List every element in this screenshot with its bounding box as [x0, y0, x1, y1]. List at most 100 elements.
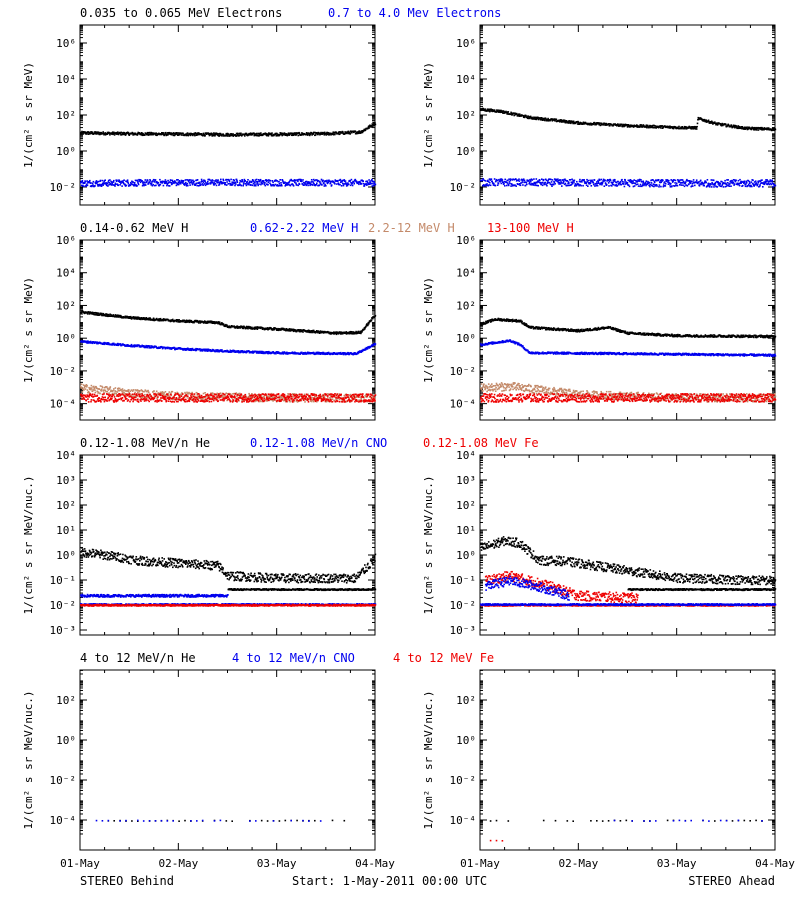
data-point	[735, 180, 737, 182]
data-point	[366, 184, 368, 186]
data-point	[194, 135, 196, 137]
data-point	[230, 135, 232, 137]
data-point	[176, 132, 178, 134]
data-point	[160, 184, 162, 186]
data-point	[662, 180, 664, 182]
data-point	[485, 180, 487, 182]
data-point	[602, 182, 604, 184]
data-point	[216, 185, 218, 187]
data-point	[349, 133, 351, 135]
data-point	[221, 349, 223, 351]
data-point	[130, 185, 132, 187]
data-point	[260, 132, 262, 134]
data-point	[263, 180, 265, 182]
data-point	[565, 183, 567, 185]
data-point	[323, 182, 325, 184]
data-point	[700, 180, 702, 182]
data-point	[179, 180, 181, 182]
data-point	[358, 331, 360, 333]
data-point	[349, 180, 351, 182]
data-point	[221, 135, 223, 137]
data-point	[228, 183, 230, 185]
data-point	[123, 179, 125, 181]
data-point	[353, 183, 355, 185]
data-point	[519, 180, 521, 182]
data-point	[330, 182, 332, 184]
data-point	[208, 183, 210, 185]
data-point	[649, 182, 651, 184]
data-point	[521, 179, 523, 181]
data-point	[185, 179, 187, 181]
data-point	[295, 329, 297, 331]
data-point	[375, 184, 377, 186]
data-point	[532, 179, 534, 181]
data-point	[200, 184, 202, 186]
data-point	[316, 183, 318, 185]
data-point	[246, 181, 248, 183]
data-point	[325, 134, 327, 136]
data-point	[654, 182, 656, 184]
data-point	[196, 183, 198, 185]
data-point	[187, 183, 189, 185]
data-point	[694, 185, 696, 187]
y-tick-label: 10⁴	[56, 267, 76, 280]
data-point	[504, 179, 506, 181]
data-point	[495, 185, 497, 187]
data-point	[340, 179, 342, 181]
data-point	[751, 129, 753, 131]
data-point	[247, 179, 249, 181]
data-point	[707, 179, 709, 181]
data-point	[487, 180, 489, 182]
data-point	[255, 185, 257, 187]
data-point	[348, 184, 350, 186]
data-point	[295, 182, 297, 184]
data-point	[341, 185, 343, 187]
data-point	[237, 181, 239, 183]
data-point	[246, 185, 248, 187]
data-point	[81, 181, 83, 183]
data-point	[708, 183, 710, 185]
data-point	[613, 184, 615, 186]
data-point	[87, 313, 89, 315]
data-point	[649, 186, 651, 188]
data-point	[620, 184, 622, 186]
data-point	[155, 179, 157, 181]
data-point	[720, 183, 722, 185]
data-point	[596, 183, 598, 185]
data-point	[533, 178, 535, 180]
data-point	[121, 185, 123, 187]
data-point	[721, 186, 723, 188]
data-point	[331, 184, 333, 186]
data-point	[759, 184, 761, 186]
data-point	[692, 183, 694, 185]
data-point	[639, 180, 641, 182]
data-point	[611, 185, 613, 187]
data-point	[351, 179, 353, 181]
data-point	[165, 132, 167, 134]
data-point	[136, 185, 138, 187]
data-point	[544, 184, 546, 186]
data-point	[219, 321, 221, 323]
data-point	[553, 184, 555, 186]
data-point	[128, 183, 130, 185]
data-point	[621, 179, 623, 181]
data-point	[624, 186, 626, 188]
data-point	[623, 183, 625, 185]
data-point	[192, 184, 194, 186]
data-point	[723, 186, 725, 188]
data-point	[711, 179, 713, 181]
data-point	[570, 179, 572, 181]
data-point	[275, 353, 277, 355]
data-point	[204, 183, 206, 185]
data-point	[665, 185, 667, 187]
data-point	[249, 182, 251, 184]
data-point	[145, 184, 147, 186]
data-point	[265, 185, 267, 187]
data-point	[293, 185, 295, 187]
data-point	[131, 344, 133, 346]
data-point	[540, 182, 542, 184]
data-point	[165, 182, 167, 184]
data-point	[343, 185, 345, 187]
